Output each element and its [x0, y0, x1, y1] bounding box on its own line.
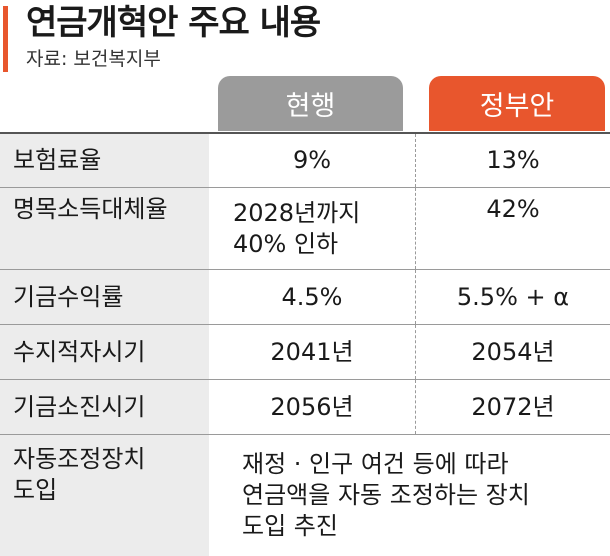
current-value: 2028년까지 40% 인하: [209, 188, 416, 269]
merged-value: 재정 · 인구 여건 등에 따라 연금액을 자동 조정하는 장치 도입 추진: [209, 435, 610, 556]
merged-value-line: 재정 · 인구 여건 등에 따라: [242, 450, 509, 478]
table-row-auto-adjustment: 자동조정장치 도입 재정 · 인구 여건 등에 따라 연금액을 자동 조정하는 …: [0, 435, 610, 556]
table-row-replacement-rate: 명목소득대체율 2028년까지 40% 인하 42%: [0, 188, 610, 270]
row-label-line: 도입: [13, 476, 58, 504]
row-label: 자동조정장치 도입: [0, 435, 209, 556]
row-label-line: 자동조정장치: [13, 445, 146, 473]
column-header-government: 정부안: [429, 76, 605, 131]
current-value: 2056년: [209, 380, 416, 434]
table-row-depletion-year: 기금소진시기 2056년 2072년: [0, 380, 610, 435]
government-value: 42%: [486, 195, 540, 223]
row-label: 보험료율: [0, 134, 209, 187]
source-note: 자료: 보건복지부: [26, 48, 161, 70]
government-value: 2054년: [471, 337, 555, 366]
row-label: 수지적자시기: [0, 325, 209, 379]
current-value-line: 40% 인하: [233, 229, 339, 258]
row-label: 명목소득대체율: [0, 188, 209, 269]
row-label: 기금소진시기: [0, 380, 209, 434]
table-row-fund-return: 기금수익률 4.5% 5.5% + α: [0, 270, 610, 325]
page-title: 연금개혁안 주요 내용: [26, 3, 321, 43]
government-value: 13%: [486, 146, 540, 174]
table-row-premium-rate: 보험료율 9% 13%: [0, 134, 610, 188]
column-header-current: 현행: [218, 76, 403, 131]
current-value: 2041년: [209, 325, 416, 379]
government-value: 5.5% + α: [456, 282, 570, 311]
title-accent-bar: [3, 6, 8, 72]
comparison-table: 보험료율 9% 13% 명목소득대체율 2028년까지 40% 인하 42% 기…: [0, 132, 610, 556]
current-value: 4.5%: [209, 270, 416, 324]
merged-value-line: 연금액을 자동 조정하는 장치: [242, 481, 530, 509]
row-label: 기금수익률: [0, 270, 209, 324]
table-row-deficit-year: 수지적자시기 2041년 2054년: [0, 325, 610, 380]
government-value: 2072년: [471, 392, 555, 421]
current-value-line: 2028년까지: [233, 198, 361, 227]
current-value: 9%: [209, 134, 416, 187]
merged-value-line: 도입 추진: [242, 512, 338, 540]
